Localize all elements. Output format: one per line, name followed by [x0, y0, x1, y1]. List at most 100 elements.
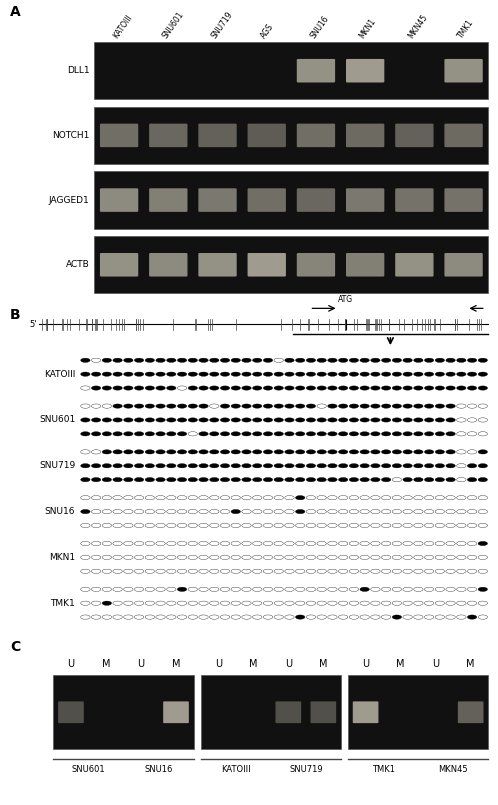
Ellipse shape — [371, 601, 380, 605]
Ellipse shape — [92, 404, 101, 408]
Ellipse shape — [102, 450, 112, 454]
Ellipse shape — [252, 464, 262, 468]
Ellipse shape — [252, 477, 262, 481]
Ellipse shape — [274, 542, 283, 546]
Ellipse shape — [360, 555, 370, 559]
Ellipse shape — [317, 601, 326, 605]
Ellipse shape — [242, 404, 251, 408]
Ellipse shape — [252, 569, 262, 573]
Ellipse shape — [457, 496, 466, 500]
Ellipse shape — [295, 431, 305, 436]
FancyBboxPatch shape — [95, 171, 488, 229]
Ellipse shape — [231, 450, 241, 454]
Ellipse shape — [457, 372, 466, 376]
Ellipse shape — [177, 587, 187, 592]
Ellipse shape — [414, 523, 423, 527]
Ellipse shape — [328, 510, 337, 514]
Ellipse shape — [124, 587, 133, 592]
Ellipse shape — [392, 404, 401, 408]
Ellipse shape — [457, 358, 466, 362]
Ellipse shape — [210, 569, 219, 573]
Ellipse shape — [414, 569, 423, 573]
FancyBboxPatch shape — [297, 124, 335, 147]
Ellipse shape — [231, 615, 241, 619]
Ellipse shape — [210, 358, 219, 362]
Ellipse shape — [177, 372, 187, 376]
Ellipse shape — [220, 496, 230, 500]
Ellipse shape — [177, 431, 187, 436]
Ellipse shape — [478, 450, 488, 454]
Ellipse shape — [242, 601, 251, 605]
Ellipse shape — [156, 601, 165, 605]
Ellipse shape — [457, 477, 466, 481]
Ellipse shape — [199, 431, 208, 436]
Ellipse shape — [371, 418, 380, 422]
Text: M: M — [249, 658, 257, 669]
Ellipse shape — [113, 601, 123, 605]
Ellipse shape — [349, 358, 359, 362]
Ellipse shape — [457, 418, 466, 422]
Ellipse shape — [263, 386, 273, 390]
Ellipse shape — [435, 404, 445, 408]
Ellipse shape — [328, 496, 337, 500]
Ellipse shape — [392, 523, 401, 527]
Ellipse shape — [295, 601, 305, 605]
Ellipse shape — [274, 372, 283, 376]
Ellipse shape — [339, 510, 348, 514]
Ellipse shape — [295, 404, 305, 408]
Ellipse shape — [252, 418, 262, 422]
Ellipse shape — [167, 569, 176, 573]
Ellipse shape — [317, 477, 326, 481]
FancyBboxPatch shape — [395, 253, 434, 277]
Ellipse shape — [199, 386, 208, 390]
Ellipse shape — [371, 404, 380, 408]
Ellipse shape — [381, 587, 391, 592]
Ellipse shape — [371, 523, 380, 527]
Ellipse shape — [435, 601, 445, 605]
Text: SNU601: SNU601 — [72, 766, 105, 774]
Ellipse shape — [285, 615, 294, 619]
Ellipse shape — [263, 477, 273, 481]
Ellipse shape — [371, 496, 380, 500]
Ellipse shape — [424, 450, 434, 454]
Ellipse shape — [381, 615, 391, 619]
Ellipse shape — [199, 569, 208, 573]
Ellipse shape — [156, 587, 165, 592]
Ellipse shape — [231, 358, 241, 362]
Ellipse shape — [403, 404, 412, 408]
Ellipse shape — [457, 450, 466, 454]
Ellipse shape — [285, 418, 294, 422]
Ellipse shape — [113, 587, 123, 592]
Ellipse shape — [92, 431, 101, 436]
Ellipse shape — [295, 523, 305, 527]
Ellipse shape — [124, 555, 133, 559]
Ellipse shape — [145, 587, 154, 592]
Ellipse shape — [371, 464, 380, 468]
FancyBboxPatch shape — [95, 42, 488, 99]
Ellipse shape — [167, 418, 176, 422]
Ellipse shape — [424, 555, 434, 559]
Ellipse shape — [414, 601, 423, 605]
Ellipse shape — [124, 569, 133, 573]
Ellipse shape — [188, 477, 198, 481]
Ellipse shape — [339, 555, 348, 559]
Ellipse shape — [145, 555, 154, 559]
Ellipse shape — [263, 418, 273, 422]
Ellipse shape — [231, 542, 241, 546]
Ellipse shape — [231, 569, 241, 573]
Ellipse shape — [306, 464, 316, 468]
Ellipse shape — [424, 496, 434, 500]
Ellipse shape — [360, 418, 370, 422]
Ellipse shape — [167, 358, 176, 362]
Ellipse shape — [134, 615, 144, 619]
Ellipse shape — [113, 404, 123, 408]
Text: U: U — [362, 658, 369, 669]
Ellipse shape — [242, 496, 251, 500]
Ellipse shape — [360, 601, 370, 605]
Ellipse shape — [145, 418, 154, 422]
Ellipse shape — [424, 523, 434, 527]
Ellipse shape — [113, 358, 123, 362]
Ellipse shape — [102, 587, 112, 592]
Ellipse shape — [263, 496, 273, 500]
Ellipse shape — [328, 477, 337, 481]
